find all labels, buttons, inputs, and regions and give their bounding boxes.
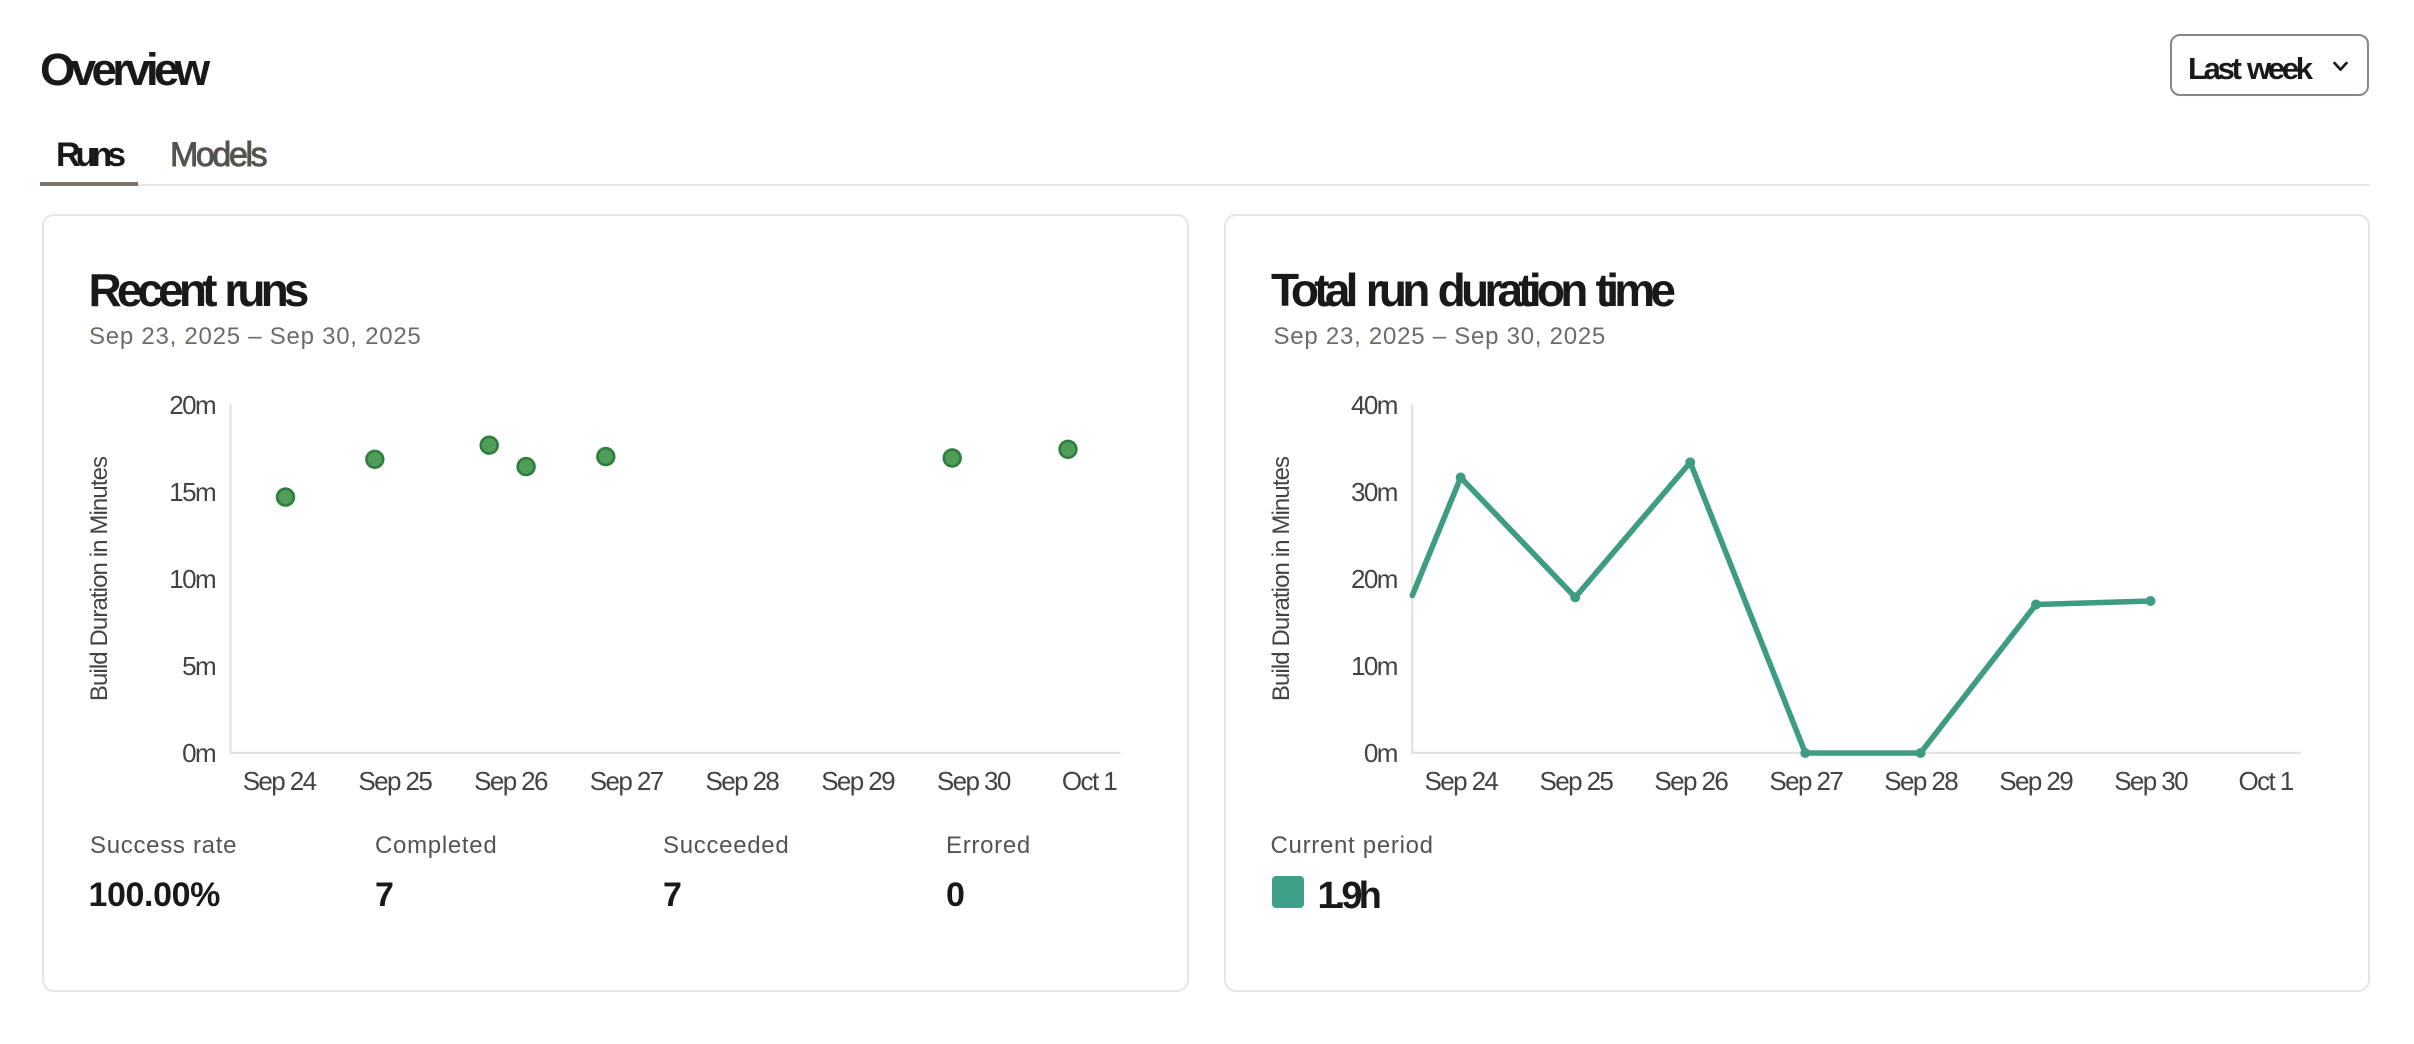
svg-text:Build Duration in Minutes: Build Duration in Minutes xyxy=(86,456,113,701)
svg-text:Sep 28: Sep 28 xyxy=(705,766,779,796)
svg-text:Sep 28: Sep 28 xyxy=(1884,766,1958,796)
svg-text:40m: 40m xyxy=(1351,390,1397,420)
svg-text:10m: 10m xyxy=(1351,651,1397,681)
svg-text:Oct 1: Oct 1 xyxy=(1062,766,1117,796)
svg-text:30m: 30m xyxy=(1351,477,1397,507)
svg-text:Sep 27: Sep 27 xyxy=(590,766,664,796)
svg-text:0m: 0m xyxy=(182,738,215,768)
svg-text:10m: 10m xyxy=(169,564,215,594)
svg-text:20m: 20m xyxy=(1351,564,1397,594)
svg-text:Sep 24: Sep 24 xyxy=(243,766,317,796)
svg-text:Sep 25: Sep 25 xyxy=(1539,766,1613,796)
svg-text:5m: 5m xyxy=(182,651,215,681)
svg-text:Sep 30: Sep 30 xyxy=(2114,766,2188,796)
svg-text:Sep 27: Sep 27 xyxy=(1769,766,1843,796)
svg-text:15m: 15m xyxy=(169,477,215,507)
svg-text:Oct 1: Oct 1 xyxy=(2239,766,2294,796)
svg-text:Sep 29: Sep 29 xyxy=(821,766,895,796)
svg-text:Sep 26: Sep 26 xyxy=(1654,766,1728,796)
svg-text:0m: 0m xyxy=(1364,738,1397,768)
svg-text:Sep 26: Sep 26 xyxy=(474,766,548,796)
svg-text:20m: 20m xyxy=(169,390,215,420)
svg-text:Sep 25: Sep 25 xyxy=(358,766,432,796)
svg-text:Sep 24: Sep 24 xyxy=(1424,766,1498,796)
svg-text:Build Duration in Minutes: Build Duration in Minutes xyxy=(1268,456,1295,701)
svg-text:Sep 29: Sep 29 xyxy=(1999,766,2073,796)
svg-text:Sep 30: Sep 30 xyxy=(937,766,1011,796)
